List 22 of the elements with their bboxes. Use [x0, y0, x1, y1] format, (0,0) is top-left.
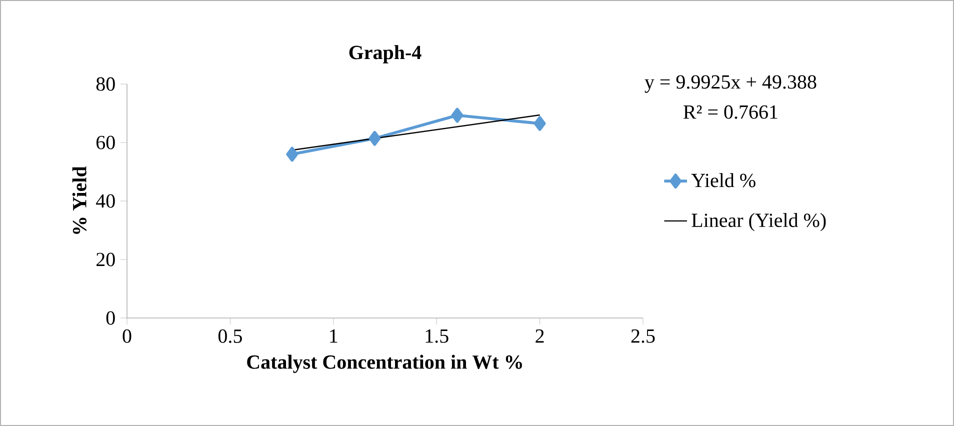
text: R² = 0.7661	[683, 105, 778, 119]
legend-label: Linear (Yield %)	[692, 213, 826, 232]
point	[534, 116, 546, 131]
text: y = 9.9925x + 49.388	[644, 75, 816, 93]
point	[451, 108, 464, 123]
legend-label: Yield %	[691, 173, 756, 188]
x-tick-label: 1	[330, 329, 338, 343]
y-tick-label: 40	[96, 194, 115, 208]
x-axis-title: Catalyst Concentration in Wt %	[247, 354, 522, 373]
x-tick-label: 2.5	[631, 329, 655, 343]
x-tick-label: 2	[536, 329, 544, 343]
x-tick-label: 0.5	[218, 329, 242, 343]
chart-title: Graph-4	[349, 45, 422, 64]
y-tick-label: 60	[96, 136, 115, 150]
point	[286, 146, 298, 162]
y-tick-label: 0	[106, 311, 115, 325]
x-tick-label: 0	[122, 329, 132, 343]
point	[368, 130, 381, 146]
y-tick-label: 80	[96, 77, 115, 91]
y-tick-label: 20	[96, 252, 115, 266]
y-axis-title: % Yield	[72, 166, 86, 234]
x-tick-label: 1.5	[426, 329, 448, 343]
